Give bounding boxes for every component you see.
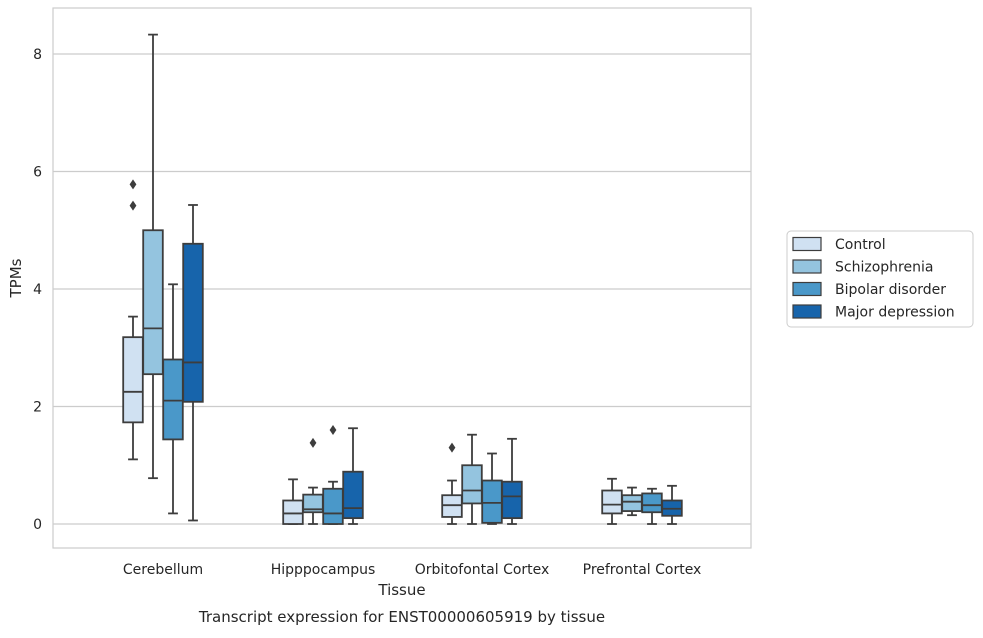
legend-frame (786, 230, 974, 328)
box-iqr (322, 487, 344, 525)
x-tick-label: Orbitofontal Cortex (415, 562, 550, 578)
outlier-point (448, 442, 456, 453)
legend-label: Major depression (835, 305, 955, 321)
legend-swatch (792, 281, 822, 297)
box-bipolar-disorder (162, 283, 184, 515)
plot-area (52, 7, 752, 549)
box-iqr (461, 464, 483, 505)
x-tick-label: Cerebellum (123, 562, 203, 578)
y-tick-label: 2 (33, 400, 42, 416)
box-schizophrenia (142, 33, 164, 480)
y-axis-label: TPMs (7, 258, 25, 298)
box-iqr (641, 492, 663, 514)
chart-caption: Transcript expression for ENST0000060591… (198, 608, 605, 626)
x-tick-label: Prefrontal Cortex (583, 562, 702, 578)
legend-swatch (792, 259, 822, 274)
legend-swatch (792, 236, 822, 252)
x-tick-label: Hipppocampus (271, 562, 376, 578)
legend-label: Control (835, 237, 886, 253)
boxes (122, 33, 683, 525)
box-iqr (142, 229, 164, 376)
box-iqr (122, 336, 144, 424)
box-iqr (182, 242, 204, 403)
y-tick-label: 8 (33, 47, 42, 63)
box-major-depression (182, 204, 204, 522)
x-ticks: Cerebellum Hipppocampus Orbitofontal Corte… (123, 562, 701, 578)
y-tick-label: 0 (33, 517, 42, 533)
box-major-depression (342, 427, 364, 525)
outlier-point (329, 425, 337, 435)
box-bipolar-disorder (641, 487, 663, 525)
box-iqr (342, 470, 364, 520)
box-iqr (621, 494, 643, 512)
box-major-depression (661, 484, 683, 525)
box-control (282, 478, 304, 525)
box-iqr (282, 499, 304, 525)
box-iqr (162, 358, 184, 441)
legend: Control Schizophrenia Bipolar disorder Majo… (786, 230, 974, 328)
y-tick-label: 4 (33, 282, 42, 298)
box-schizophrenia (461, 433, 483, 525)
legend-swatch (792, 304, 822, 319)
box-control (441, 442, 463, 525)
outlier-point (309, 437, 317, 448)
box-iqr (501, 480, 523, 520)
box-iqr (601, 489, 623, 515)
x-axis-label: Tissue (377, 581, 425, 599)
box-bipolar-disorder (322, 425, 344, 525)
legend-label: Bipolar disorder (835, 282, 946, 298)
box-control (122, 179, 144, 461)
outlier-point (129, 200, 137, 211)
y-ticks: 0 2 4 6 8 (33, 47, 42, 533)
y-tick-label: 6 (33, 165, 42, 181)
outlier-point (129, 179, 137, 190)
box-major-depression (501, 437, 523, 525)
legend-label: Schizophrenia (835, 260, 933, 276)
box-iqr (481, 479, 503, 524)
